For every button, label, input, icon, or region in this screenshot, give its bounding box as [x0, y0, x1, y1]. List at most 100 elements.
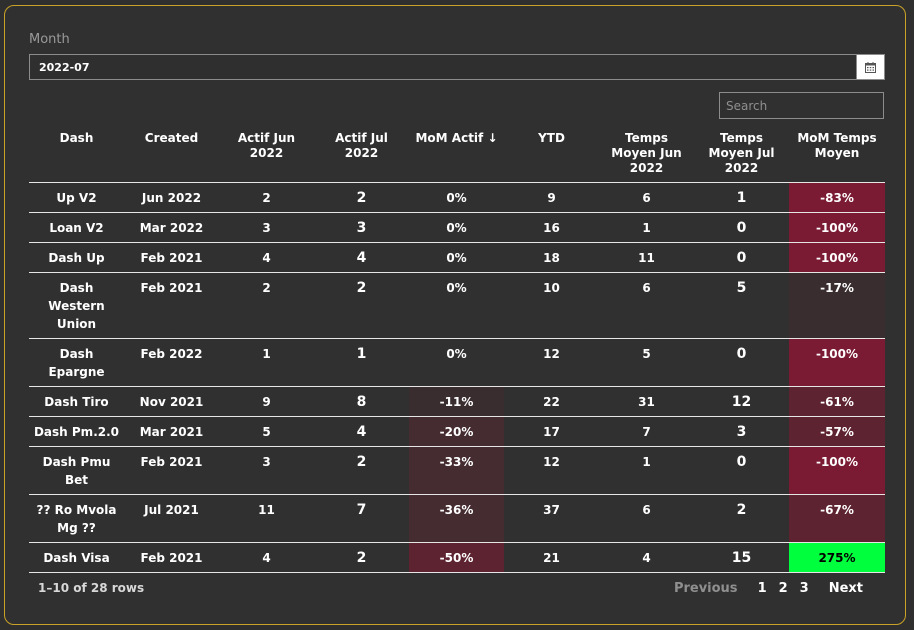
cell-created: Mar 2021 [124, 416, 219, 447]
col-header-ytd-label: YTD [538, 131, 565, 145]
page-3-button[interactable]: 3 [799, 581, 809, 596]
header-row: Dash Created Actif Jun 2022 Actif Jul 20… [29, 126, 885, 183]
cell-ytd: 21 [504, 542, 599, 573]
col-header-temps-jun-label: Temps Moyen Jun 2022 [611, 131, 682, 175]
cell-actif-jun: 9 [219, 386, 314, 417]
table-row: Dash Pmu Bet Feb 2021 3 2 -33% 12 1 0 -1… [29, 446, 885, 495]
cell-dash: Dash Tiro [29, 386, 124, 417]
cell-temps-jun: 6 [599, 272, 694, 339]
page-1-button[interactable]: 1 [757, 581, 767, 596]
cell-temps-jun: 6 [599, 494, 694, 543]
next-page-button[interactable]: Next [828, 581, 863, 596]
cell-mom-actif: -33% [409, 446, 504, 495]
cell-created: Feb 2021 [124, 542, 219, 573]
col-header-mom-temps[interactable]: MoM Temps Moyen [789, 126, 885, 183]
cell-mom-actif: -20% [409, 416, 504, 447]
month-input[interactable] [30, 55, 856, 79]
cell-ytd: 12 [504, 446, 599, 495]
cell-temps-jul: 0 [694, 446, 789, 495]
cell-temps-jun: 1 [599, 446, 694, 495]
cell-ytd: 12 [504, 338, 599, 387]
cell-temps-jun: 6 [599, 182, 694, 213]
cell-actif-jul: 1 [314, 338, 409, 387]
calendar-icon [865, 61, 876, 73]
cell-mom-temps: -61% [789, 386, 885, 417]
previous-page-button[interactable]: Previous [673, 581, 738, 596]
col-header-dash-label: Dash [59, 131, 94, 145]
col-header-mom-temps-label: MoM Temps Moyen [797, 131, 877, 160]
cell-mom-temps: -100% [789, 242, 885, 273]
cell-actif-jun: 3 [219, 212, 314, 243]
cell-mom-temps: -100% [789, 446, 885, 495]
cell-mom-actif: 0% [409, 182, 504, 213]
cell-actif-jul: 2 [314, 182, 409, 213]
col-header-ytd[interactable]: YTD [504, 126, 599, 183]
cell-temps-jun: 5 [599, 338, 694, 387]
col-header-created[interactable]: Created [124, 126, 219, 183]
col-header-temps-jun[interactable]: Temps Moyen Jun 2022 [599, 126, 694, 183]
col-header-actif-jun-label: Actif Jun 2022 [237, 131, 296, 160]
cell-actif-jun: 4 [219, 242, 314, 273]
col-header-actif-jun[interactable]: Actif Jun 2022 [219, 126, 314, 183]
row-count-info: 1–10 of 28 rows [38, 581, 145, 595]
cell-dash: Dash Up [29, 242, 124, 273]
pagination: Previous 1 2 3 Next [668, 581, 869, 596]
cell-dash: Dash Pmu Bet [29, 446, 124, 495]
cell-mom-temps: -67% [789, 494, 885, 543]
cell-actif-jul: 8 [314, 386, 409, 417]
cell-ytd: 10 [504, 272, 599, 339]
cell-actif-jun: 1 [219, 338, 314, 387]
cell-created: Feb 2021 [124, 242, 219, 273]
col-header-temps-jul[interactable]: Temps Moyen Jul 2022 [694, 126, 789, 183]
cell-dash: ?? Ro Mvola Mg ?? [29, 494, 124, 543]
table-row: Dash Tiro Nov 2021 9 8 -11% 22 31 12 -61… [29, 386, 885, 417]
cell-created: Mar 2022 [124, 212, 219, 243]
search-input[interactable] [719, 92, 884, 119]
cell-temps-jul: 15 [694, 542, 789, 573]
cell-mom-temps: -83% [789, 182, 885, 213]
cell-temps-jul: 12 [694, 386, 789, 417]
col-header-dash[interactable]: Dash [29, 126, 124, 183]
month-picker[interactable] [29, 54, 885, 80]
table-row: Loan V2 Mar 2022 3 3 0% 16 1 0 -100% [29, 212, 885, 243]
col-header-actif-jul[interactable]: Actif Jul 2022 [314, 126, 409, 183]
cell-temps-jun: 7 [599, 416, 694, 447]
table-row: Dash Pm.2.0 Mar 2021 5 4 -20% 17 7 3 -57… [29, 416, 885, 447]
cell-mom-actif: 0% [409, 242, 504, 273]
col-header-mom-actif-label: MoM Actif [415, 131, 484, 145]
col-header-created-label: Created [144, 131, 199, 145]
cell-mom-actif: 0% [409, 212, 504, 243]
cell-actif-jul: 7 [314, 494, 409, 543]
cell-actif-jun: 11 [219, 494, 314, 543]
cell-created: Feb 2021 [124, 446, 219, 495]
cell-mom-actif: -11% [409, 386, 504, 417]
cell-created: Feb 2021 [124, 272, 219, 339]
col-header-temps-jul-label: Temps Moyen Jul 2022 [708, 131, 775, 175]
cell-mom-temps: -17% [789, 272, 885, 339]
table-row: Up V2 Jun 2022 2 2 0% 9 6 1 -83% [29, 182, 885, 213]
cell-temps-jul: 3 [694, 416, 789, 447]
cell-actif-jul: 4 [314, 416, 409, 447]
cell-actif-jul: 2 [314, 272, 409, 339]
col-header-mom-actif[interactable]: MoM Actif ↓ [409, 126, 504, 183]
page-2-button[interactable]: 2 [778, 581, 788, 596]
cell-created: Feb 2022 [124, 338, 219, 387]
cell-mom-temps: -100% [789, 212, 885, 243]
table-row: ?? Ro Mvola Mg ?? Jul 2021 11 7 -36% 37 … [29, 494, 885, 543]
cell-ytd: 9 [504, 182, 599, 213]
cell-dash: Dash Epargne [29, 338, 124, 387]
table-row: Dash Up Feb 2021 4 4 0% 18 11 0 -100% [29, 242, 885, 273]
calendar-button[interactable] [856, 55, 884, 79]
cell-actif-jun: 2 [219, 272, 314, 339]
cell-actif-jul: 2 [314, 542, 409, 573]
cell-actif-jun: 3 [219, 446, 314, 495]
cell-ytd: 17 [504, 416, 599, 447]
cell-temps-jul: 0 [694, 242, 789, 273]
cell-mom-temps: -100% [789, 338, 885, 387]
cell-temps-jul: 0 [694, 338, 789, 387]
cell-temps-jun: 4 [599, 542, 694, 573]
cell-created: Jul 2021 [124, 494, 219, 543]
cell-dash: Loan V2 [29, 212, 124, 243]
table-row: Dash Western Union Feb 2021 2 2 0% 10 6 … [29, 272, 885, 339]
cell-created: Nov 2021 [124, 386, 219, 417]
